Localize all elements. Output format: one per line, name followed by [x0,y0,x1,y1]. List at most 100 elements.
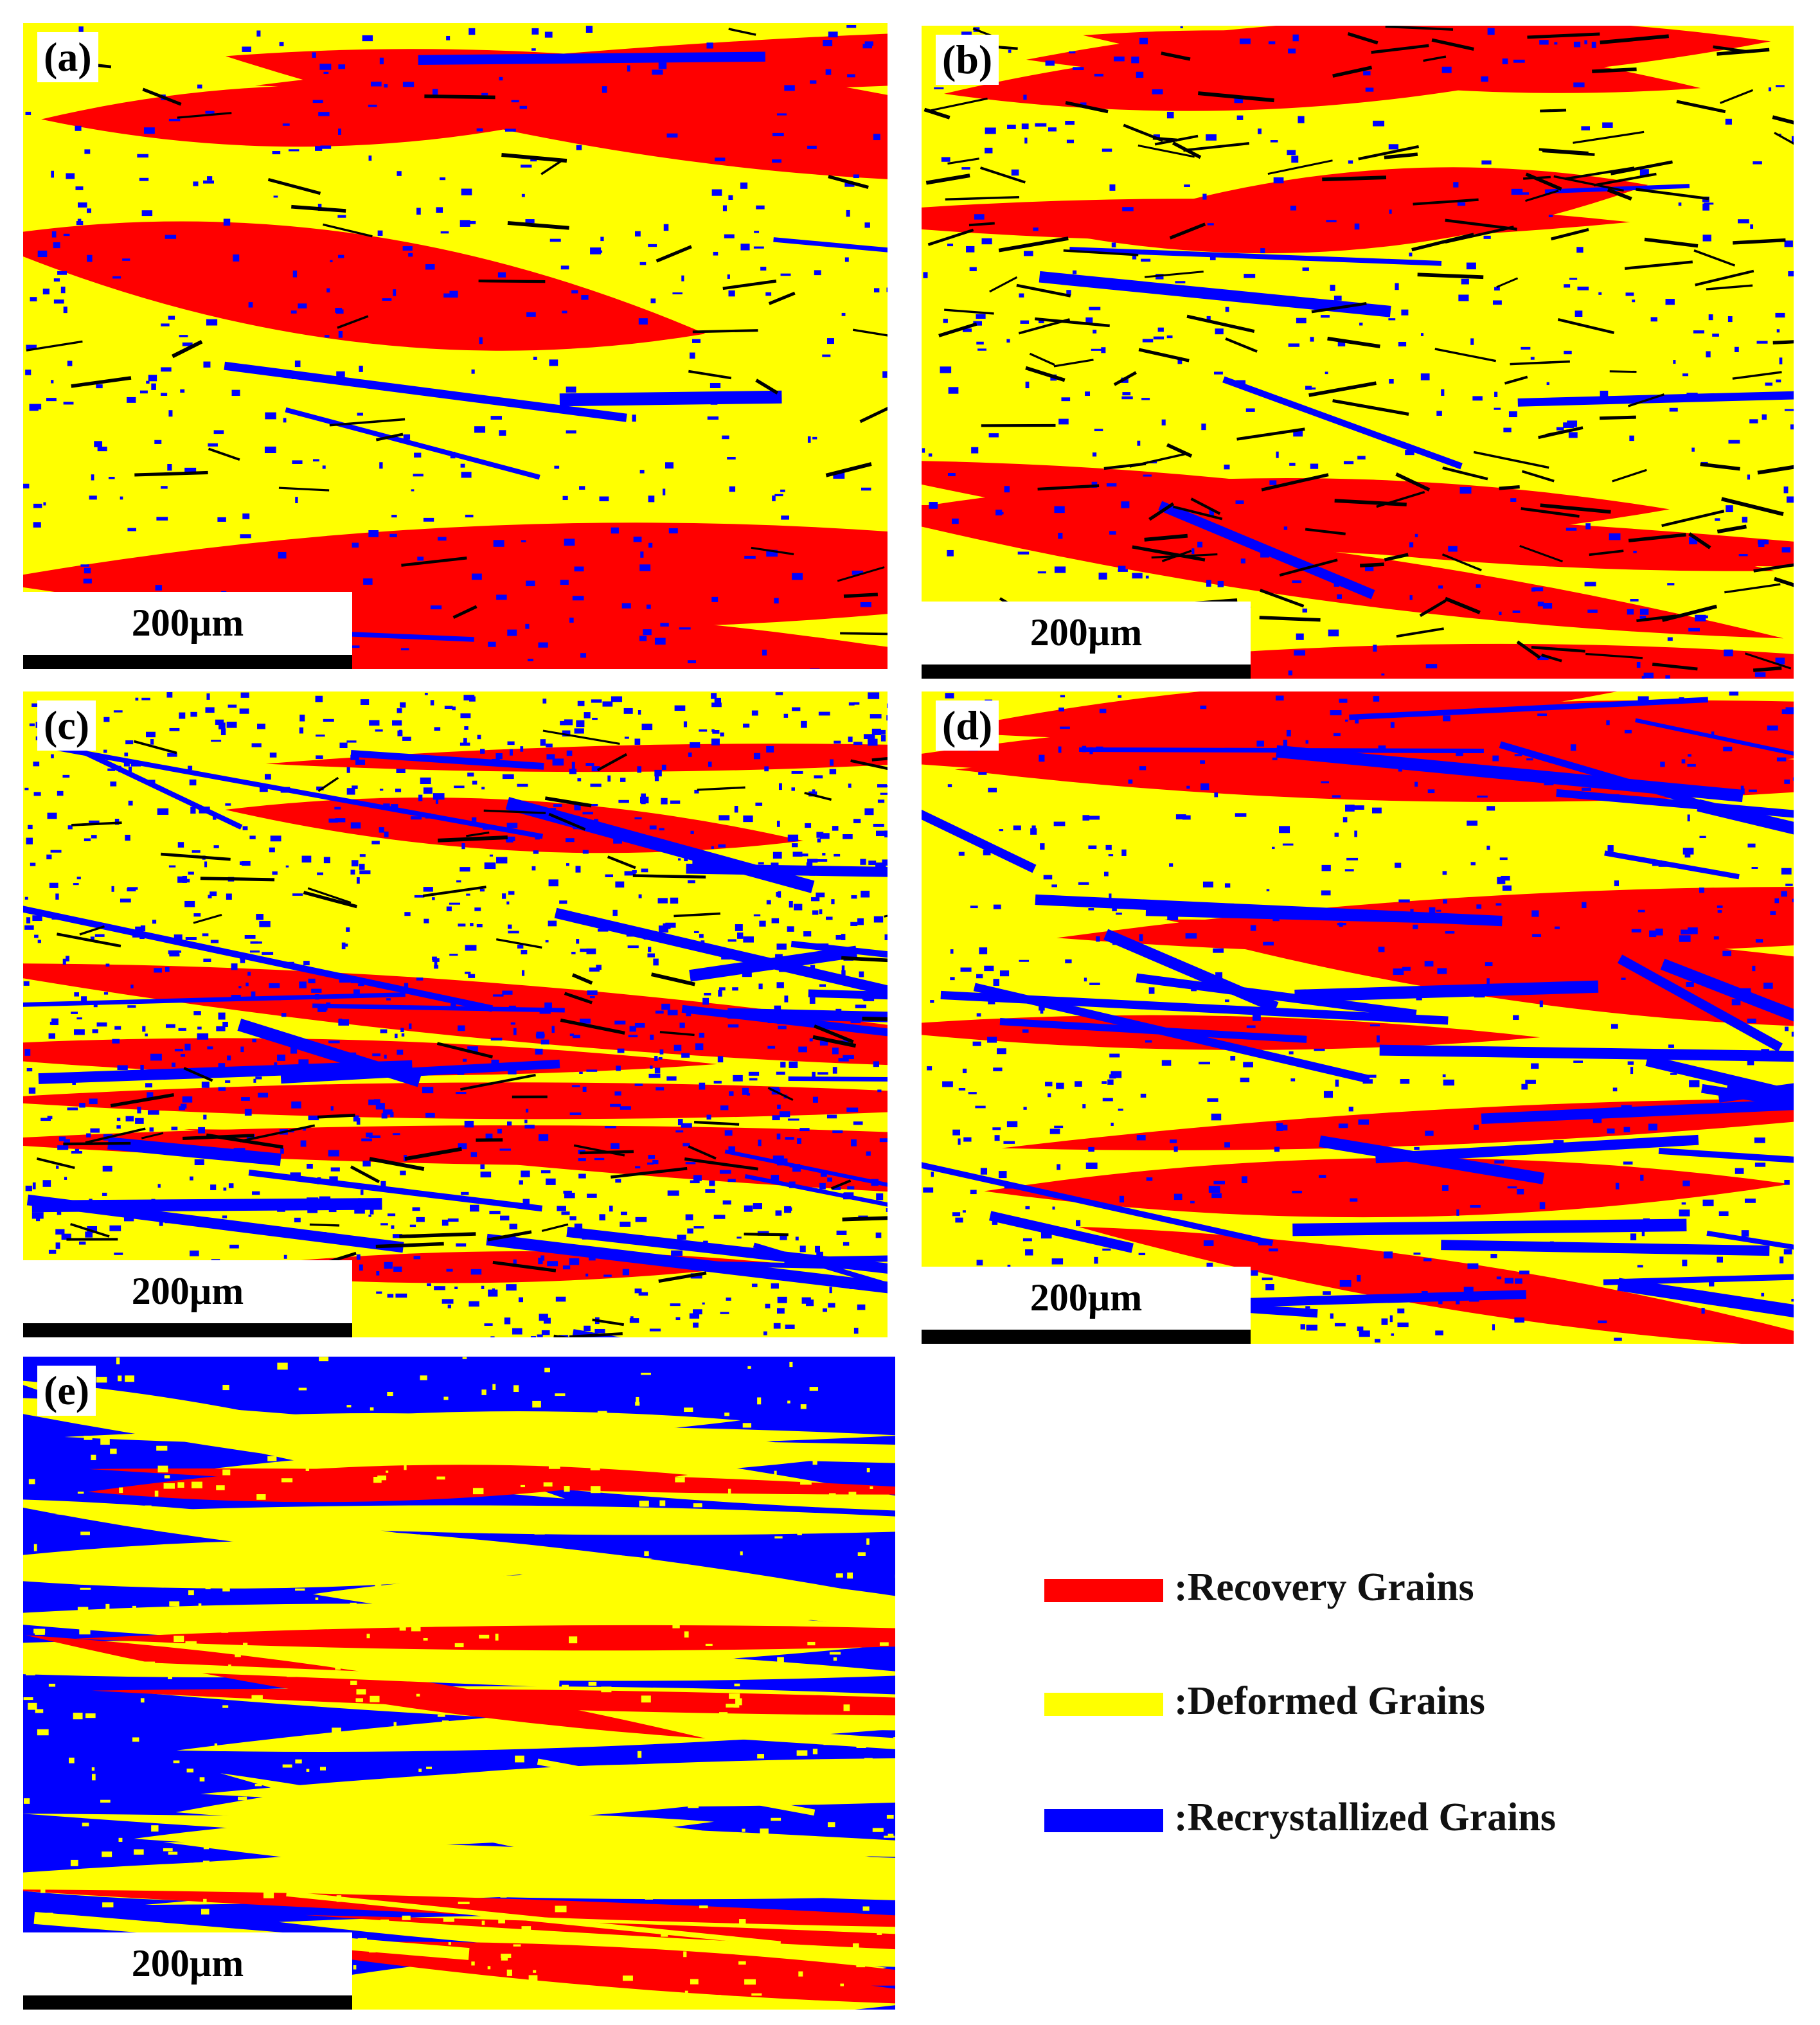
grain-speck [693,1322,699,1328]
grain-speck [312,52,316,58]
grain-speck [610,1103,621,1107]
grain-speck [727,457,736,460]
grain-speck [756,205,765,210]
grain-speck [658,62,667,69]
grain-boundary [375,433,404,442]
grain-speck [1441,66,1452,73]
grain-speck [91,1454,96,1461]
grain-speck [51,1018,58,1026]
grain-speck [1339,1280,1352,1287]
grain-speck [576,939,580,944]
grain-speck [353,1965,357,1970]
grain-speck [613,838,623,844]
grain-speck [228,704,237,708]
grain-speck [1393,968,1404,976]
grain-speck [1486,806,1495,811]
grain-boundary [580,1150,634,1155]
grain-speck [1141,258,1151,262]
grain-speck [1637,1265,1643,1268]
grain-boundary [1521,470,1555,483]
grain-speck [580,653,587,658]
grain-speck [1214,371,1223,375]
grain-boundary [1029,352,1055,366]
grain-speck [199,807,210,814]
grain-speck [663,224,669,231]
grain-speck [499,1148,512,1151]
grain-speck [1497,877,1506,884]
grain-speck [23,1697,33,1700]
grain-speck [1750,224,1754,229]
grain-speck [447,1218,459,1222]
grain-speck [828,1889,837,1895]
grain-speck [384,84,388,88]
grain-speck [423,1637,428,1641]
grain-speck [760,267,767,271]
grain-speck [1146,1177,1153,1181]
grain-boundary [1645,1055,1794,1102]
grain-speck [654,769,662,777]
grain-boundary [1332,398,1409,416]
grain-speck [57,1211,62,1215]
grain-speck [1300,1324,1306,1330]
grain-speck [1350,1198,1358,1202]
grain-speck [1612,794,1619,798]
grain-boundary [329,418,406,427]
grain-speck [1751,866,1758,870]
grain-boundary [1516,640,1541,659]
grain-speck [592,717,598,720]
grain-speck [398,729,402,733]
grain-speck [1754,1163,1766,1167]
grain-speck [776,1071,785,1075]
grain-speck [694,789,699,794]
grain-speck [404,1463,407,1470]
grain-speck [670,897,679,904]
grain-speck [1606,720,1610,726]
grain-speck [281,1478,293,1483]
grain-speck [777,1657,784,1664]
grain-speck [1753,161,1762,165]
grain-speck [827,338,834,344]
grain-speck [368,1099,380,1105]
grain-speck [116,1357,120,1364]
grain-speck [1004,1186,1015,1189]
grain-speck [538,1257,543,1265]
grain-speck [1145,1040,1152,1043]
grain-speck [820,1172,827,1177]
grain-speck [409,1224,416,1227]
grain-speck [205,707,215,713]
grain-speck [23,1798,30,1804]
grain-speck [810,668,820,669]
grain-boundary [1069,247,1442,266]
grain-speck [586,1069,598,1072]
grain-speck [292,893,303,896]
grain-speck [494,1826,499,1830]
grain-speck [1369,1148,1379,1154]
grain-speck [502,893,506,899]
grain-speck [1456,1209,1459,1216]
grain-speck [828,1493,836,1497]
grain-speck [632,1515,641,1522]
grain-speck [1337,341,1346,347]
grain-speck [1241,1176,1247,1184]
grain-boundary [1539,148,1589,154]
grain-speck [857,1552,866,1557]
grain-speck [295,497,298,503]
grain-speck [380,1181,386,1187]
grain-boundary [323,223,373,238]
grain-speck [1109,893,1112,900]
grain-speck [1477,795,1488,798]
grain-speck [772,1155,784,1161]
grain-speck [1268,41,1276,44]
grain-boundary [1444,596,1481,614]
grain-speck [1424,961,1434,967]
grain-speck [280,787,290,793]
grain-speck [580,1553,588,1557]
grain-speck [622,1976,633,1981]
grain-speck [868,692,880,699]
grain-speck [1058,418,1069,425]
grain-speck [738,1575,749,1582]
grain-speck [1495,903,1502,906]
grain-speck [776,821,780,827]
grain-speck [680,1521,686,1528]
grain-speck [876,1193,884,1200]
